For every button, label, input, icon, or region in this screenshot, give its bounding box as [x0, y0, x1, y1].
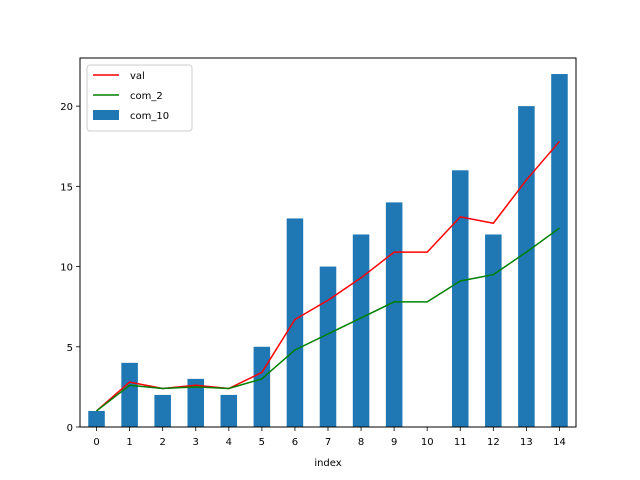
x-axis: 0 1 2 3 4 5 6 7 8 9 10 11 12 13 14	[93, 427, 566, 448]
x-tick-label-9: 9	[391, 437, 397, 448]
legend-label-com_2: com_2	[130, 91, 163, 102]
bar-com_10-2	[154, 394, 171, 427]
x-tick-label-2: 2	[159, 437, 165, 448]
line-com_2	[96, 227, 560, 412]
x-axis-label: index	[314, 458, 341, 469]
y-tick-label-0: 0	[67, 423, 73, 434]
bar-com_10-11	[452, 170, 469, 427]
x-tick-label-7: 7	[325, 437, 331, 448]
x-tick-label-1: 1	[126, 437, 132, 448]
bar-com_10-0	[88, 410, 105, 427]
bar-com_10-6	[286, 218, 304, 427]
legend-label-com_10: com_10	[130, 111, 169, 122]
legend-label-val: val	[130, 71, 145, 82]
x-tick-label-10: 10	[421, 437, 434, 448]
bar-com_10-14	[551, 74, 568, 427]
lines-layer	[96, 140, 561, 412]
y-tick-label-10: 10	[60, 263, 73, 274]
x-tick-label-3: 3	[193, 437, 199, 448]
x-tick-label-6: 6	[292, 437, 298, 448]
bar-com_10-7	[319, 266, 337, 427]
y-axis: 0 5 10 15 20	[60, 102, 80, 434]
y-tick-label-20: 20	[60, 102, 73, 113]
bar-com_10-5	[253, 346, 271, 427]
x-tick-label-4: 4	[226, 437, 232, 448]
legend-swatch-com_10	[93, 110, 119, 120]
x-tick-label-12: 12	[487, 437, 500, 448]
bar-com_10-13	[518, 106, 535, 427]
x-tick-label-11: 11	[454, 437, 467, 448]
y-tick-label-5: 5	[67, 343, 73, 354]
bar-com_10-3	[187, 378, 204, 427]
y-tick-label-15: 15	[60, 182, 73, 193]
bar-com_10-12	[485, 234, 502, 427]
bar-com_10-4	[220, 394, 238, 427]
x-tick-label-8: 8	[358, 437, 364, 448]
x-tick-label-13: 13	[520, 437, 533, 448]
legend: val com_2 com_10	[86, 64, 193, 132]
bar-com_10-9	[385, 202, 403, 427]
bar-com_10-8	[352, 234, 370, 427]
bar-com_10-1	[121, 362, 138, 427]
x-tick-label-5: 5	[259, 437, 265, 448]
x-tick-label-0: 0	[93, 437, 99, 448]
x-tick-label-14: 14	[553, 437, 566, 448]
bars-layer	[88, 74, 568, 427]
